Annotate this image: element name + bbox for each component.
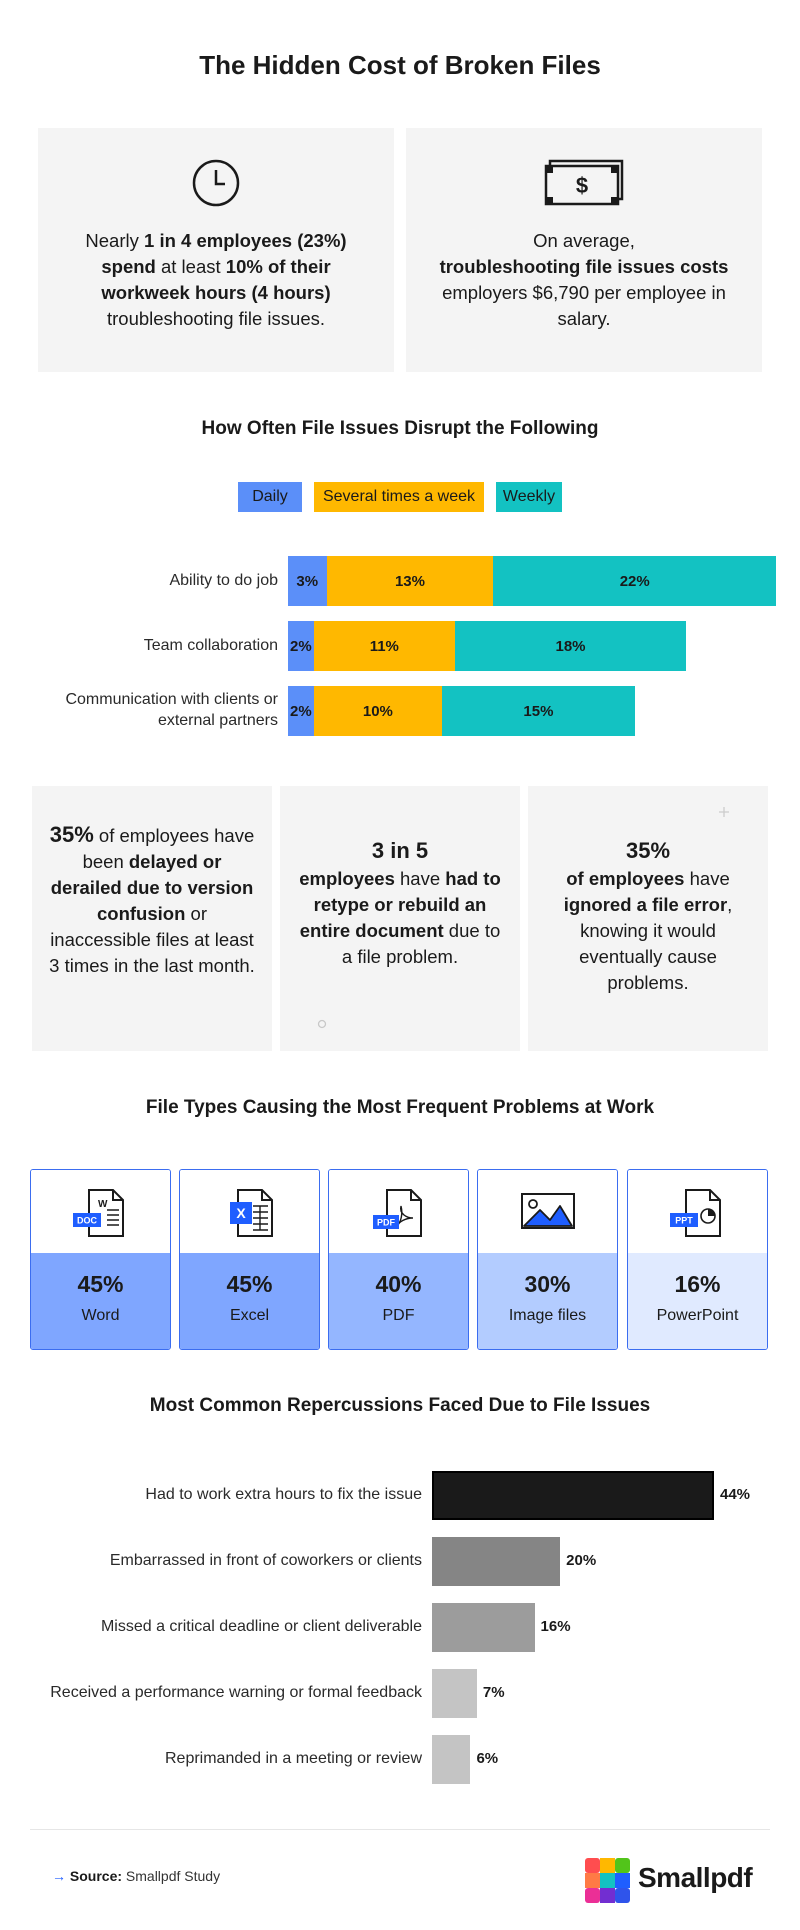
stacked-bar-segment: 13% (326, 556, 494, 606)
stacked-bar-segment: 15% (442, 686, 635, 736)
ppt-badge-text: PPT (675, 1216, 693, 1226)
excel-icon: X (229, 1189, 273, 1237)
file-type-card-word: W DOC 45% Word (30, 1169, 171, 1350)
file-type-fill-powerpoint: 16% PowerPoint (628, 1253, 767, 1349)
legend-several-times: Several times a week (314, 482, 484, 512)
stat-box-time: Nearly 1 in 4 employees (23%) spend at l… (38, 128, 394, 372)
stacked-bar-segment: 18% (454, 621, 687, 671)
word-badge-text: DOC (77, 1216, 98, 1226)
brand-name: Smallpdf (638, 1862, 753, 1893)
repercussion-label: Embarrassed in front of coworkers or cli… (109, 1552, 422, 1569)
repercussion-bar (432, 1537, 561, 1586)
smallpdf-logo-icon (585, 1858, 630, 1903)
stat-text-cost: On average, troubleshooting file issues … (439, 230, 729, 329)
file-type-name: Word (81, 1307, 120, 1324)
footer-divider (30, 1829, 770, 1830)
stat-box-cost: $ On average, troubleshooting file issue… (406, 128, 762, 372)
pdf-badge-text: PDF (377, 1218, 396, 1228)
file-type-pct: 45% (77, 1271, 124, 1297)
stacked-bar-segment: 2% (288, 621, 314, 671)
svg-text:W: W (98, 1199, 108, 1210)
file-type-card-image: 30% Image files (477, 1169, 618, 1350)
stat-text-time: Nearly 1 in 4 employees (23%) spend at l… (85, 230, 347, 329)
file-type-fill-pdf: 40% PDF (329, 1253, 468, 1349)
source-note: → Source: Smallpdf Study (52, 1868, 221, 1884)
file-type-card-pdf: PDF 40% PDF (328, 1169, 469, 1350)
fact-box-ignored: 35% of employees have ignored a file err… (528, 786, 768, 1051)
file-type-fill-excel: 45% Excel (180, 1253, 319, 1349)
excel-badge-text: X (236, 1205, 246, 1221)
stacked-bar-segment: 2% (288, 686, 314, 736)
file-type-name: Excel (229, 1307, 270, 1324)
stacked-bar-segment: 10% (313, 686, 443, 736)
fact-text-ignored: 35% of employees have ignored a file err… (563, 838, 733, 993)
repercussion-value-label: 44% (720, 1486, 751, 1503)
disrupt-chart-title: How Often File Issues Disrupt the Follow… (201, 418, 599, 439)
fact-text-version: 35% of employees have been delayed or de… (49, 822, 255, 976)
legend-weekly: Weekly (496, 482, 562, 512)
fact-box-retype: 3 in 5 employees have had to retype or r… (280, 786, 520, 1051)
decorative-circle-icon (317, 1019, 327, 1029)
repercussion-bar (432, 1735, 471, 1784)
file-types-title: File Types Causing the Most Frequent Pro… (145, 1097, 655, 1118)
image-file-icon (520, 1193, 575, 1229)
clock-icon (191, 158, 241, 213)
file-type-name: PowerPoint (656, 1307, 739, 1324)
decorative-plus-icon (719, 807, 729, 817)
stacked-category-label: Communication with clients or external p… (65, 691, 278, 729)
stacked-bar-segment: 11% (313, 621, 455, 671)
repercussion-bar (432, 1669, 477, 1718)
file-type-pct: 40% (375, 1271, 422, 1297)
repercussion-value-label: 20% (566, 1552, 597, 1569)
word-doc-icon: W DOC (72, 1189, 124, 1237)
file-type-card-excel: X 45% Excel (179, 1169, 320, 1350)
repercussion-label: Received a performance warning or formal… (50, 1684, 422, 1701)
stacked-bar-segment: 3% (288, 556, 327, 606)
repercussion-bar (432, 1603, 535, 1652)
file-type-name: PDF (382, 1307, 415, 1324)
file-type-pct: 45% (226, 1271, 273, 1297)
repercussion-value-label: 6% (476, 1750, 499, 1767)
fact-box-version: 35% of employees have been delayed or de… (32, 786, 272, 1051)
file-type-card-powerpoint: PPT 16% PowerPoint (627, 1169, 768, 1350)
file-type-pct: 30% (524, 1271, 571, 1297)
repercussion-label: Missed a critical deadline or client del… (100, 1618, 422, 1635)
legend-daily: Daily (238, 482, 302, 512)
money-icon: $ (544, 158, 624, 211)
stacked-category-label: Team collaboration (143, 637, 278, 654)
repercussions-title: Most Common Repercussions Faced Due to F… (149, 1395, 651, 1416)
svg-text:$: $ (576, 173, 588, 198)
repercussion-value-label: 7% (482, 1684, 505, 1701)
repercussion-label: Had to work extra hours to fix the issue (145, 1486, 422, 1503)
stacked-bar-segment: 22% (493, 556, 776, 606)
repercussion-value-label: 16% (540, 1618, 571, 1635)
file-type-pct: 16% (674, 1271, 721, 1297)
pdf-icon: PDF (372, 1189, 422, 1237)
fact-text-retype: 3 in 5 employees have had to retype or r… (299, 838, 501, 967)
file-type-fill-word: 45% Word (31, 1253, 170, 1349)
repercussion-bar (432, 1471, 714, 1520)
file-type-name: Image files (508, 1307, 587, 1324)
file-type-fill-image: 30% Image files (478, 1253, 617, 1349)
powerpoint-icon: PPT (669, 1189, 721, 1237)
disrupt-legend: Daily Several times a week Weekly (0, 482, 800, 512)
repercussion-label: Reprimanded in a meeting or review (164, 1750, 422, 1767)
page-title: The Hidden Cost of Broken Files (199, 50, 601, 80)
stacked-category-label: Ability to do job (169, 572, 278, 589)
arrow-right-icon: → (52, 1868, 66, 1884)
